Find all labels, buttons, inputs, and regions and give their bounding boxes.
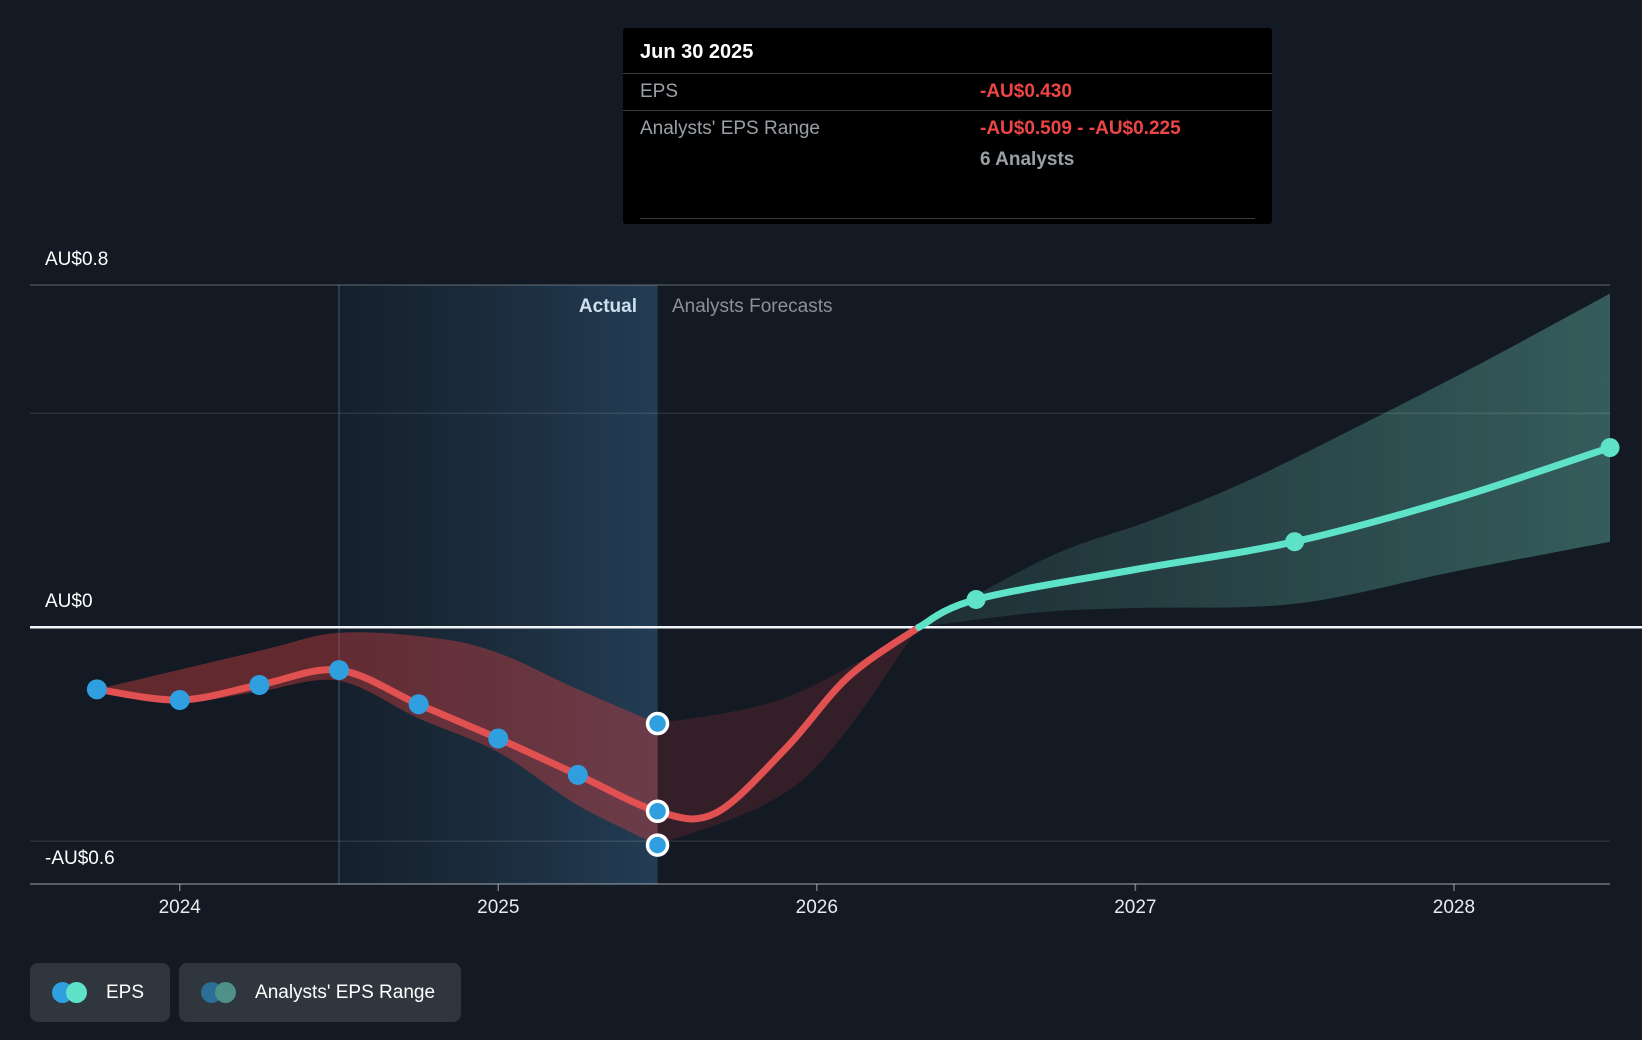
x-axis-label: 2025 <box>477 897 520 918</box>
actual-data-point[interactable] <box>488 728 509 749</box>
actual-data-point[interactable] <box>567 764 588 785</box>
legend-item-analysts-eps-range[interactable]: Analysts' EPS Range <box>179 963 462 1022</box>
forecast-data-point[interactable] <box>966 589 986 609</box>
actual-data-point[interactable] <box>249 675 270 696</box>
y-axis-label: AU$0 <box>45 591 93 613</box>
actual-data-point[interactable] <box>328 660 349 681</box>
y-axis-label: -AU$0.6 <box>45 848 115 869</box>
actual-data-point[interactable] <box>408 694 429 715</box>
analysts-range-band-forecast <box>918 293 1610 628</box>
forecast-data-point[interactable] <box>1285 532 1305 552</box>
tooltip-divider <box>640 218 1255 219</box>
tooltip-range-row: Analysts' EPS Range -AU$0.509 - -AU$0.22… <box>623 111 1272 178</box>
legend-range-label: Analysts' EPS Range <box>255 981 436 1003</box>
analysts-range-band-actual <box>96 632 658 846</box>
tooltip-analyst-count: 6 Analysts <box>980 149 1075 170</box>
forecast-data-point[interactable] <box>1600 438 1620 458</box>
range-legend-swatch <box>201 982 237 1003</box>
tooltip-range-value: -AU$0.509 - -AU$0.225 <box>980 118 1181 139</box>
selected-data-point[interactable] <box>645 799 670 824</box>
legend-eps-label: EPS <box>106 981 145 1003</box>
actual-data-point[interactable] <box>169 690 190 711</box>
tooltip-eps-label: EPS <box>640 81 679 102</box>
actual-data-point[interactable] <box>86 679 107 700</box>
data-tooltip: Jun 30 2025 EPS -AU$0.430 Analysts' EPS … <box>623 28 1272 224</box>
tooltip-range-label: Analysts' EPS Range <box>640 118 820 139</box>
tooltip-eps-row: EPS -AU$0.430 <box>623 74 1272 111</box>
selected-data-point[interactable] <box>645 833 670 857</box>
analysts-range-band-transition <box>657 627 919 846</box>
tooltip-eps-value: -AU$0.430 <box>980 81 1072 102</box>
tooltip-date-title: Jun 30 2025 <box>623 28 1272 74</box>
legend-item-eps[interactable]: EPS <box>30 963 171 1022</box>
eps-actual-line <box>93 623 923 823</box>
forecast-phase-label: Analysts Forecasts <box>672 296 833 317</box>
chart-legend: EPS Analysts' EPS Range <box>30 963 462 1022</box>
x-axis-label: 2024 <box>158 897 201 918</box>
eps-legend-swatch <box>52 982 87 1003</box>
x-axis-label: 2028 <box>1432 897 1476 918</box>
x-axis-label: 2026 <box>795 897 838 918</box>
x-axis-label: 2027 <box>1114 897 1157 918</box>
y-axis-label: AU$0.8 <box>45 249 109 270</box>
selected-data-point[interactable] <box>645 711 670 736</box>
